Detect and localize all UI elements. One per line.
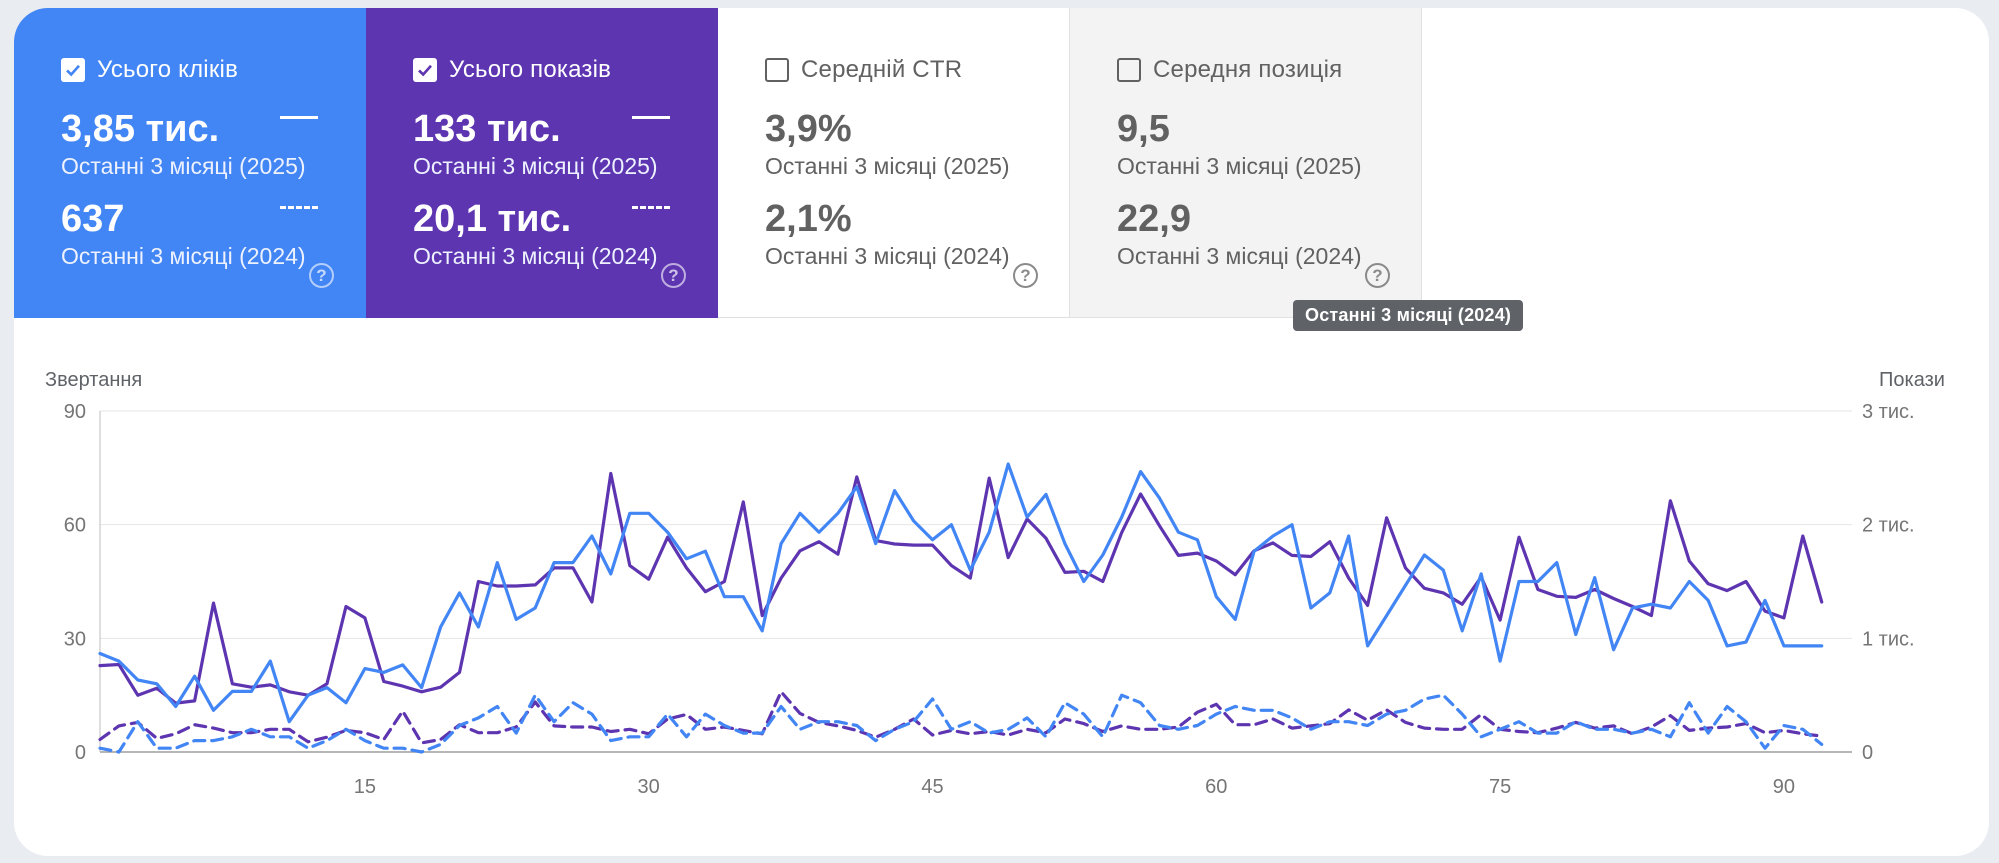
y-right-tick-label: 1 тис. bbox=[1862, 628, 1915, 650]
x-tick-label: 60 bbox=[1205, 776, 1227, 798]
metric-header: Середній CTR bbox=[765, 56, 962, 84]
x-tick-label: 15 bbox=[354, 776, 376, 798]
x-tick-label: 75 bbox=[1489, 776, 1511, 798]
metric-value-current: 3,85 тис. bbox=[61, 108, 220, 150]
y-right-tick-label: 2 тис. bbox=[1862, 515, 1915, 537]
help-circle-icon[interactable]: ? bbox=[309, 263, 334, 288]
chart-series bbox=[98, 462, 1824, 754]
help-circle-icon[interactable]: ? bbox=[1365, 263, 1390, 288]
y-left-axis-label: Звертання bbox=[45, 369, 142, 391]
legend-solid-line bbox=[280, 116, 318, 119]
y-right-axis-label: Покази bbox=[1879, 369, 1945, 391]
chart-grid bbox=[99, 410, 1852, 753]
metric-title: Середній CTR bbox=[801, 56, 963, 83]
performance-chart: Звертання Покази 0 30 60 90 0 1 тис. 2 тис. 3 … bbox=[45, 369, 1945, 798]
metric-tile-clicks[interactable]: Усього кліків 3,85 тис. Останні 3 місяці… bbox=[14, 8, 366, 318]
legend-solid-line bbox=[632, 116, 670, 119]
metric-header: Середня позиція bbox=[1117, 56, 1342, 84]
y-right-ticks: 0 1 тис. 2 тис. 3 тис. bbox=[1862, 401, 1915, 764]
metric-tiles: Усього кліків 3,85 тис. Останні 3 місяці… bbox=[14, 8, 1422, 318]
x-tick-label: 45 bbox=[921, 776, 943, 798]
metric-title: Усього кліків bbox=[97, 56, 239, 83]
y-right-tick-label: 3 тис. bbox=[1862, 401, 1915, 423]
metric-value-current: 3,9% bbox=[765, 108, 852, 150]
y-left-tick-label: 90 bbox=[64, 401, 86, 423]
metric-value-current: 133 тис. bbox=[413, 108, 561, 150]
y-left-tick-label: 0 bbox=[75, 742, 86, 764]
metric-header: Усього показів bbox=[413, 56, 611, 84]
check-icon bbox=[418, 64, 432, 77]
y-left-tick-label: 60 bbox=[64, 515, 86, 537]
metric-value-previous: 637 bbox=[61, 198, 125, 240]
y-left-ticks: 0 30 60 90 bbox=[64, 401, 86, 764]
metric-value-previous: 22,9 bbox=[1117, 198, 1191, 240]
help-circle-icon[interactable]: ? bbox=[1013, 263, 1038, 288]
metric-tile-position[interactable]: Середня позиція 9,5 Останні 3 місяці (20… bbox=[1070, 8, 1422, 318]
x-ticks: 15 30 45 60 75 90 bbox=[354, 776, 1795, 798]
y-left-tick-label: 30 bbox=[64, 628, 86, 650]
checkbox-unchecked[interactable] bbox=[1117, 58, 1141, 82]
metric-title: Усього показів bbox=[449, 56, 612, 83]
check-icon bbox=[66, 64, 80, 77]
y-right-tick-label: 0 bbox=[1862, 742, 1873, 764]
checkbox-checked[interactable] bbox=[413, 58, 437, 82]
performance-card: Усього кліків 3,85 тис. Останні 3 місяці… bbox=[14, 8, 1989, 856]
checkbox-checked[interactable] bbox=[61, 58, 85, 82]
series-line-0 bbox=[98, 462, 1824, 724]
metric-value-previous: 2,1% bbox=[765, 198, 852, 240]
metric-tile-ctr[interactable]: Середній CTR 3,9% Останні 3 місяці (2025… bbox=[718, 8, 1070, 318]
metric-header: Усього кліків bbox=[61, 56, 238, 84]
metric-value-previous: 20,1 тис. bbox=[413, 198, 572, 240]
metric-title: Середня позиція bbox=[1153, 56, 1343, 83]
metric-tile-impressions[interactable]: Усього показів 133 тис. Останні 3 місяці… bbox=[366, 8, 718, 318]
metric-value-current: 9,5 bbox=[1117, 108, 1170, 150]
series-line-2 bbox=[98, 693, 1824, 754]
legend-dashed-line bbox=[632, 206, 670, 209]
x-tick-label: 30 bbox=[638, 776, 660, 798]
series-line-3 bbox=[98, 690, 1824, 745]
help-circle-icon[interactable]: ? bbox=[661, 263, 686, 288]
x-tick-label: 90 bbox=[1773, 776, 1795, 798]
legend-dashed-line bbox=[280, 206, 318, 209]
tooltip: Останні 3 місяці (2024) bbox=[1293, 300, 1524, 331]
checkbox-unchecked[interactable] bbox=[765, 58, 789, 82]
